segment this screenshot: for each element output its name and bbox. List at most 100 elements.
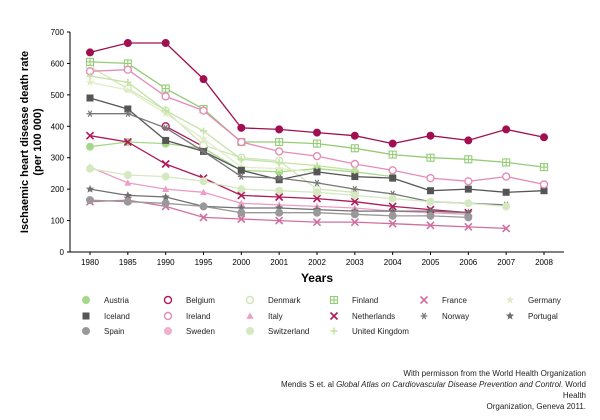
legend-item-austria-marker [82,296,90,304]
x-tick-label: 1980 [81,258,99,267]
legend-item-portugal-marker-shape [505,311,515,320]
series-austria-point [86,142,94,151]
series-netherlands-point-shape-b [237,191,246,200]
series-netherlands-point-shape-b [123,137,132,147]
series-norway-point-shape-2 [352,185,358,193]
series-iceland-point [237,166,245,174]
series-united-kingdom [86,72,359,174]
series-norway-point-shape-2 [239,173,244,180]
series-portugal-point [161,192,170,201]
series-portugal-point-shape [85,184,95,193]
series-unlabelled-top-series-point-shape [502,125,511,134]
series-unlabelled-top-series-point [86,48,94,57]
x-tick-label: 2006 [459,258,477,267]
series-ireland-point-shape [274,147,284,156]
series-unlabelled-top-series-point [275,125,284,134]
legend-item-spain-marker-shape [82,327,90,335]
series-switzerland-point-shape [388,194,397,203]
series-switzerland-point [123,171,132,179]
legend-item-ireland-marker-shape [163,311,173,321]
series-france-point [388,219,397,228]
credit-book-title: Global Atlas on Cardiovascular Disease P… [336,380,561,389]
credit-line-2: Mendis S et. al Global Atlas on Cardiova… [256,379,586,401]
credit-authors: Mendis S et. al [280,380,337,389]
series-finland-point [161,84,170,93]
series-iceland-point [313,168,321,176]
series-italy-point [200,188,207,196]
series-iceland-point-shape [351,173,359,181]
series-finland-point [312,139,322,148]
series-germany-point [275,164,284,173]
legend-item-iceland-label: Iceland [104,312,130,321]
series-france-point-shape-b [312,218,322,227]
series-italy-point-shape [200,188,207,196]
series-germany-point-shape [199,134,208,143]
x-tick-label: 1985 [119,258,137,267]
series-netherlands-point [123,137,132,147]
series-ireland-point-shape [161,92,170,101]
series-norway [86,110,510,209]
series-spain [86,196,473,222]
y-axis-title-line: Ischaemic heart disease death rate [19,51,31,233]
y-axis-title: Ischaemic heart disease death rate(per 1… [19,51,44,233]
series-france-point [199,213,208,222]
series-spain-point-shape [237,208,246,217]
series-spain-point [86,196,94,205]
series-spain-point [426,211,435,220]
series-spain-point-shape [199,202,208,211]
legend-item-germany-label: Germany [528,296,561,305]
series-netherlands-point-shape-b [161,159,170,169]
series-denmark-line [89,66,355,193]
legend-item-norway-label: Norway [442,312,469,321]
series-unlabelled-top-series-point-shape [86,48,94,57]
legend-item-switzerland-marker-shape [246,327,254,335]
series-finland-point [426,153,435,162]
series-spain-point-shape [388,211,397,220]
legend-item-united-kingdom-label: United Kingdom [352,327,409,336]
series-switzerland-point-shape [313,188,321,197]
series-norway-point-shape-2 [163,124,168,132]
series-unlabelled-top-series-point-shape [426,131,435,140]
series-unlabelled-top-series-point-shape [275,125,284,134]
series-ireland-point-shape [123,65,133,74]
series-ireland-point [464,177,473,186]
series-germany-line [89,81,355,178]
x-tick-label: 2002 [308,258,326,267]
series-unlabelled-top-series-point-shape [237,123,246,132]
series-portugal-point-shape [161,192,170,201]
credit-text: With permisson from the World Health Org… [256,368,586,412]
series-unlabelled-top-series-point [237,123,246,132]
legend-item-italy-marker [246,312,254,319]
series-finland-point [85,57,95,66]
x-tick-label: 2000 [232,258,250,267]
y-tick-label: 400 [51,122,65,131]
legend-item-iceland-marker-shape [82,312,90,320]
series-switzerland-point-shape [426,197,435,206]
series-unlabelled-top-series-point [313,128,321,137]
series-switzerland-point-shape [464,199,473,208]
series-spain-point [388,211,397,220]
series-ireland-point [123,65,133,74]
legend-item-italy-label: Italy [268,312,283,321]
series-netherlands-point [388,202,397,211]
series-ireland-point-shape [312,151,322,161]
legend-item-austria-marker-shape [82,296,90,304]
series-austria-point-shape [86,142,94,151]
legend-item-portugal-marker [505,311,515,320]
series-switzerland-point-shape [161,172,170,181]
credit-line-1: With permisson from the World Health Org… [403,369,586,378]
series-iceland-point-shape [275,176,283,184]
series-netherlands-point [85,131,95,140]
y-tick-label: 0 [60,248,65,257]
series-switzerland-point-shape [275,186,284,195]
y-tick-label: 100 [51,217,65,226]
series-iceland-point-shape [464,185,472,193]
legend-item-denmark-label: Denmark [268,296,301,305]
series-unlabelled-top-series-point [540,133,548,142]
legend-item-netherlands-marker [329,311,339,321]
series-italy-point [237,199,245,207]
series-france-point-shape-b [199,213,208,222]
series-united-kingdom-point [351,166,359,174]
credit-publisher: . World Health [560,380,586,400]
series-ireland-point-shape [501,172,511,181]
